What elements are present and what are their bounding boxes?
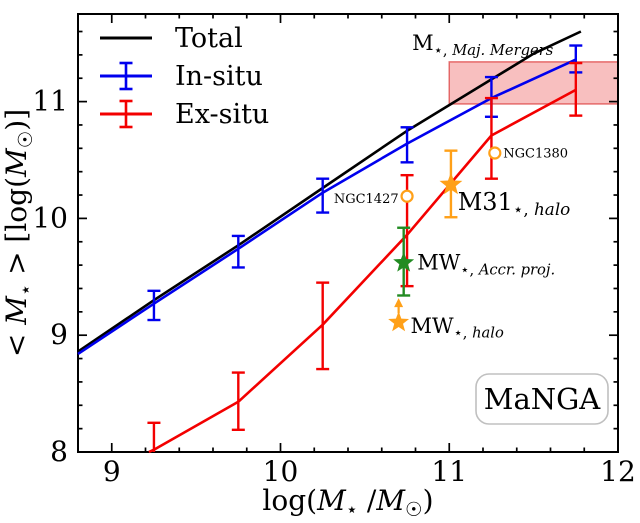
major-mergers-label: M⋆, Maj. Mergers [412, 31, 554, 59]
point-mw-halo: MW⋆, halo [388, 298, 504, 341]
series-line [77, 30, 582, 353]
point-mw-accr-proj: MW⋆, Accr. proj. [393, 226, 555, 297]
x-tick-label: 11 [431, 455, 467, 488]
series-line [148, 88, 577, 454]
legend-item-in-situ: In-situ [100, 61, 263, 92]
y-axis-label: < M⋆ > [log(M☉)] [0, 109, 37, 357]
ngc1380-marker-icon [488, 146, 502, 160]
lower-limit-arrowhead [394, 298, 404, 308]
y-tick-label: 10 [32, 201, 68, 234]
x-axis-label: log(M⋆ /M☉) [262, 484, 433, 521]
mw-halo-marker-icon [388, 311, 410, 332]
y-tick-label: 9 [50, 318, 68, 351]
ngc1427-marker-icon [400, 189, 414, 203]
x-tick-label: 12 [600, 455, 636, 488]
survey-badge-label: MaNGA [484, 382, 602, 416]
point-ngc1427: NGC1427 [334, 189, 414, 207]
legend: Total In-situ Ex-situ [100, 23, 269, 130]
legend-label: Ex-situ [175, 99, 269, 130]
y-tick-label: 8 [50, 435, 68, 468]
legend-label: In-situ [175, 61, 263, 92]
legend-item-total: Total [100, 23, 243, 54]
m31-halo-label: M31⋆, halo [458, 188, 571, 219]
x-tick-label: 10 [263, 455, 299, 488]
survey-badge-box [475, 373, 609, 425]
ngc1427-label: NGC1427 [334, 192, 399, 207]
mw-accr-proj-marker-icon [393, 251, 415, 272]
series-total [77, 30, 582, 353]
mw-accr-proj-label: MW⋆, Accr. proj. [417, 251, 555, 279]
m31-halo-marker-icon [439, 172, 463, 195]
y-tick-label: 11 [32, 85, 68, 118]
major-mergers-rect [448, 61, 619, 105]
major-mergers-region: M⋆, Maj. Mergers [412, 31, 619, 105]
ngc1380-label: NGC1380 [503, 147, 568, 162]
legend-label: Total [175, 23, 243, 54]
point-m31-halo: M31⋆, halo [439, 149, 571, 219]
series-in-situ [77, 44, 583, 355]
survey-badge: MaNGA [475, 373, 609, 425]
legend-item-ex-situ: Ex-situ [100, 99, 269, 130]
x-tick-label: 9 [103, 455, 121, 488]
mw-halo-label: MW⋆, halo [410, 314, 504, 342]
point-ngc1380: NGC1380 [488, 146, 568, 162]
